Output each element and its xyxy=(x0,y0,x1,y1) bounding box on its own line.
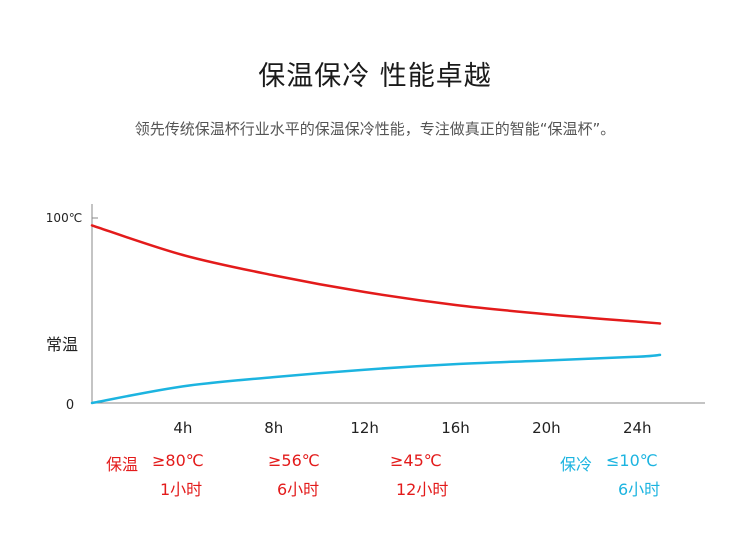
hot-time-3: 12小时 xyxy=(396,480,449,499)
x-tick-label: 20h xyxy=(532,419,561,437)
cold-time: 6小时 xyxy=(618,480,661,499)
cold-temp: ≤10℃ xyxy=(606,451,658,470)
x-tick-label: 24h xyxy=(623,419,652,437)
x-tick-label: 12h xyxy=(350,419,379,437)
cold-series-line xyxy=(90,353,662,405)
cold-label: 保冷 xyxy=(560,455,593,474)
page-title: 保温保冷 性能卓越 xyxy=(258,61,492,92)
x-tick-label: 16h xyxy=(441,419,470,437)
page-subtitle: 领先传统保温杯行业水平的保温保冷性能，专注做真正的智能“保温杯”。 xyxy=(134,120,616,138)
hot-series-line xyxy=(90,224,662,325)
hot-temp-1: ≥80℃ xyxy=(152,451,204,470)
y-tick-label: 常温 xyxy=(46,335,78,354)
hot-time-2: 6小时 xyxy=(277,480,320,499)
y-tick-label: 100℃ xyxy=(46,211,82,225)
hot-temp-3: ≥45℃ xyxy=(390,451,442,470)
x-tick-label: 8h xyxy=(264,419,283,437)
hot-label: 保温 xyxy=(106,455,139,474)
y-tick-label: 0 xyxy=(66,398,74,413)
hot-time-1: 1小时 xyxy=(160,480,203,499)
hot-temp-2: ≥56℃ xyxy=(268,451,320,470)
x-tick-label: 4h xyxy=(173,419,192,437)
